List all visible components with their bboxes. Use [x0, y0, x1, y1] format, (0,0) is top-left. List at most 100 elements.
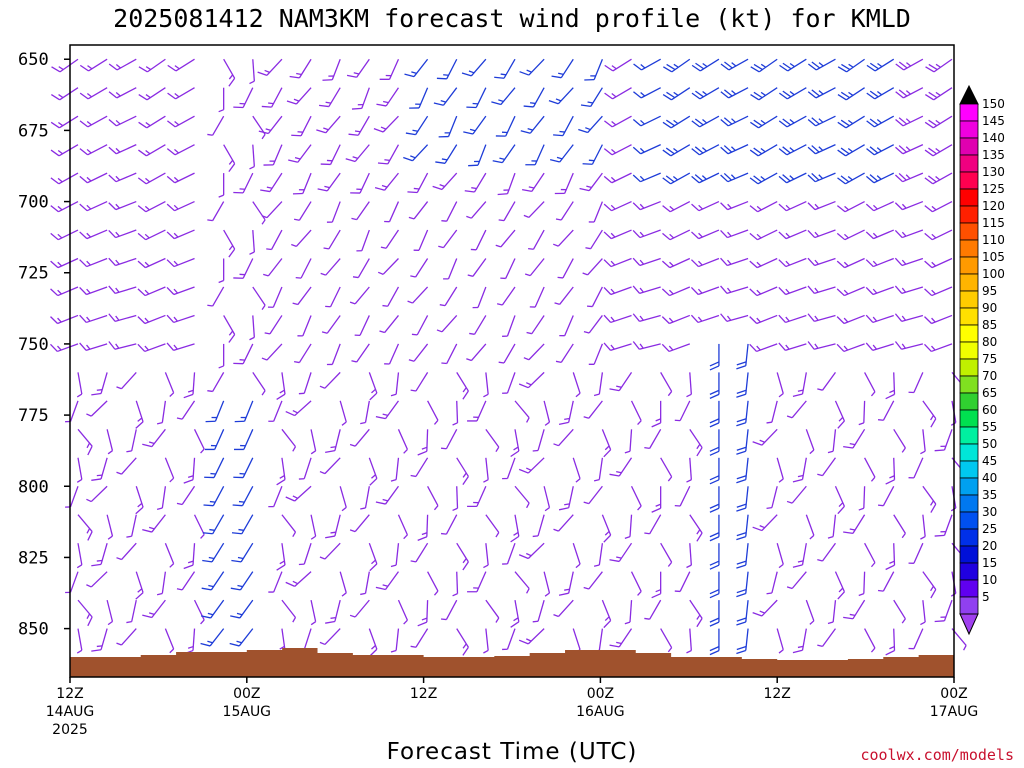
wind-barb: [720, 313, 749, 322]
wind-barb: [766, 486, 778, 509]
wind-barb: [836, 257, 865, 269]
wind-barb: [321, 315, 341, 334]
wind-barb: [920, 514, 926, 540]
wind-barb: [317, 172, 341, 192]
wind-barb: [491, 87, 516, 106]
wind-barb: [558, 571, 574, 596]
colorbar-swatch: [959, 494, 979, 513]
wind-barb: [720, 285, 749, 295]
wind-barb: [249, 315, 255, 341]
colorbar-swatch: [959, 120, 979, 139]
wind-barb: [837, 144, 865, 157]
wind-barb: [662, 87, 691, 101]
wind-barb: [138, 115, 166, 129]
wind-barb: [720, 144, 749, 155]
wind-barb: [894, 285, 924, 295]
wind-barb: [79, 172, 108, 184]
wind-barb: [720, 172, 749, 183]
wind-barb: [922, 485, 937, 513]
wind-barb: [276, 372, 286, 400]
wind-barb: [624, 600, 633, 625]
wind-barb: [77, 428, 93, 456]
wind-barb: [193, 429, 205, 454]
wind-barb: [496, 286, 516, 306]
wind-barb: [579, 172, 603, 192]
wind-barb: [230, 571, 254, 591]
wind-barb: [297, 315, 312, 337]
plot-frame: [69, 44, 955, 678]
wind-barb: [553, 229, 574, 247]
wind-barb: [375, 485, 399, 505]
wind-barb: [584, 58, 604, 81]
wind-barb: [690, 286, 720, 296]
wind-barb: [310, 429, 317, 455]
wind-barb: [553, 514, 574, 532]
wind-barb: [924, 257, 953, 269]
colorbar-swatch: [959, 358, 979, 377]
colorbar-label: 95: [982, 284, 997, 298]
wind-barb: [632, 144, 661, 155]
x-tick-label: 14AUG: [46, 704, 95, 720]
wind-barb: [580, 87, 603, 108]
wind-barb: [736, 514, 749, 541]
wind-barb: [360, 400, 370, 425]
terrain-layer: [70, 648, 954, 677]
wind-barb: [518, 457, 545, 474]
wind-barb: [709, 571, 720, 599]
wind-barb: [433, 87, 458, 106]
wind-barb: [817, 457, 836, 477]
wind-barb: [249, 144, 255, 170]
wind-barb: [218, 343, 225, 369]
wind-barb: [736, 457, 749, 484]
wind-barb: [632, 229, 661, 239]
colorbar-swatch: [959, 137, 979, 156]
wind-barb: [436, 58, 458, 80]
wind-barb: [285, 400, 312, 417]
wind-barb: [351, 201, 370, 221]
wind-barb: [292, 172, 312, 195]
wind-barb: [65, 486, 79, 508]
wind-barb: [662, 172, 691, 185]
y-tick-label: 775: [18, 406, 49, 426]
wind-barb: [452, 400, 459, 426]
wind-barb: [836, 314, 865, 325]
wind-barb: [736, 429, 749, 455]
x-tick-label: 15AUG: [223, 704, 272, 720]
wind-barb: [231, 514, 254, 535]
wind-barb: [550, 144, 574, 163]
wind-barb: [50, 314, 79, 325]
wind-barb: [924, 144, 953, 157]
wind-barb: [924, 314, 953, 325]
y-tick-label: 700: [18, 193, 49, 213]
colorbar-swatch: [959, 409, 979, 428]
wind-barb: [807, 313, 836, 322]
wind-barb: [518, 371, 545, 389]
wind-barb: [463, 115, 487, 135]
wind-barb: [934, 514, 953, 537]
wind-barb: [483, 628, 489, 654]
wind-barb: [553, 428, 574, 447]
wind-barb: [736, 372, 749, 398]
wind-barb: [456, 542, 469, 571]
wind-barb: [736, 600, 749, 626]
wind-barb: [827, 600, 837, 625]
wind-barb: [408, 343, 429, 362]
wind-barb: [390, 543, 400, 568]
wind-barb: [50, 201, 79, 213]
wind-barb: [79, 342, 108, 351]
colorbar-swatch: [959, 392, 979, 411]
wind-barb: [779, 58, 807, 72]
wind-barb: [166, 172, 195, 184]
wind-barb: [624, 514, 633, 539]
wind-barb: [427, 571, 439, 596]
wind-barb: [588, 343, 604, 365]
y-tick-label: 725: [18, 264, 49, 284]
wind-barb: [864, 372, 876, 397]
wind-barb: [79, 229, 108, 240]
wind-barb: [467, 258, 487, 277]
wind-barb: [593, 628, 604, 653]
colorbar-label: 75: [982, 352, 997, 366]
colorbar-swatch: [959, 562, 979, 581]
wind-barb: [126, 599, 137, 624]
